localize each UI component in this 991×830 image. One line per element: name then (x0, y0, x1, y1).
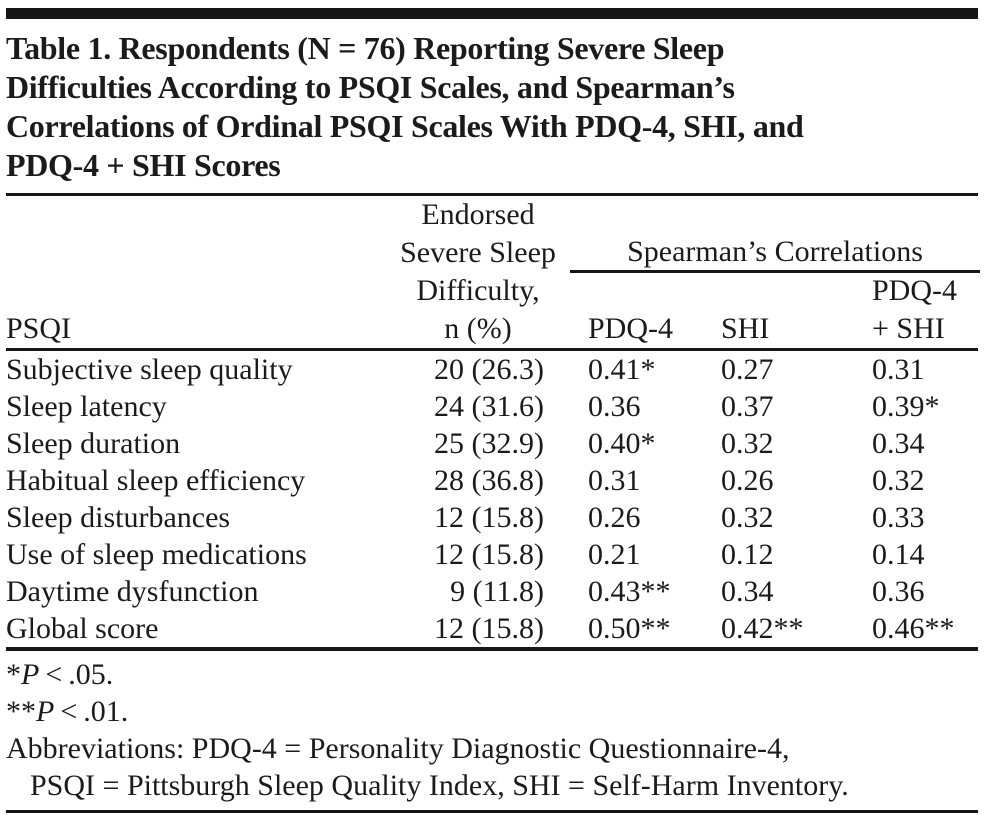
n-percent-value: 12 (15.8) (434, 538, 544, 571)
pdq4-cell: 0.31 (588, 464, 641, 497)
top-rule-bar (6, 8, 978, 19)
n-percent-cell: 12 (15.8) (390, 499, 566, 536)
shi-cell: 0.32 (721, 427, 774, 460)
rule-under-body (6, 647, 978, 651)
p-symbol: P (36, 695, 55, 728)
column-header-pdq4: PDQ-4 (588, 312, 674, 345)
n-header-line: n (%) (444, 312, 512, 345)
abbreviations-line: PSQI = Pittsburgh Sleep Quality Index, S… (30, 769, 849, 802)
table-row: Sleep duration 25 (32.9) 0.40* 0.32 0.34 (6, 425, 980, 462)
table-row: Global score 12 (15.8) 0.50** 0.42** 0.4… (6, 610, 980, 647)
row-label: Habitual sleep efficiency (6, 464, 306, 497)
pdq4-plus-shi-cell: 0.36 (872, 575, 925, 608)
column-header-psqi: PSQI (6, 312, 72, 345)
n-header-line: Endorsed (421, 198, 535, 231)
n-percent-value: 20 (26.3) (434, 353, 544, 386)
bottom-rule (6, 810, 978, 813)
column-header-pdq4-plus-shi: PDQ-4 + SHI (851, 272, 980, 348)
pdq4-cell: 0.40* (588, 427, 656, 460)
significance-note-p01: **P < .01. (6, 693, 980, 730)
pdq4-cell: 0.50** (588, 612, 671, 645)
n-percent-cell: 9 (11.8) (390, 573, 566, 610)
row-label: Sleep disturbances (6, 501, 231, 534)
table-row: Sleep latency 24 (31.6) 0.36 0.37 0.39* (6, 388, 980, 425)
row-label: Sleep latency (6, 390, 167, 423)
table-row: Subjective sleep quality 20 (26.3) 0.41*… (6, 351, 980, 388)
pdq4-cell: 0.21 (588, 538, 641, 571)
pdq4-cell: 0.41* (588, 353, 656, 386)
pdq4-plus-shi-cell: 0.14 (872, 538, 925, 571)
row-label: Sleep duration (6, 427, 181, 460)
pdq4-plus-shi-cell: 0.33 (872, 501, 925, 534)
row-label: Use of sleep medications (6, 538, 307, 571)
row-label: Subjective sleep quality (6, 353, 293, 386)
n-header-line: Severe Sleep (400, 236, 556, 269)
column-header-shi: SHI (721, 312, 770, 345)
table-body: Subjective sleep quality 20 (26.3) 0.41*… (6, 351, 980, 647)
spearman-correlations-spanner: Spearman’s Correlations (570, 236, 980, 273)
shi-cell: 0.12 (721, 538, 774, 571)
table-header: PSQI Endorsed Severe Sleep Difficulty, n… (6, 196, 980, 348)
row-label: Daytime dysfunction (6, 575, 259, 608)
row-label: Global score (6, 612, 159, 645)
table-row: Daytime dysfunction 9 (11.8) 0.43** 0.34… (6, 573, 980, 610)
n-percent-value: 9 (11.8) (450, 575, 544, 608)
n-percent-cell: 20 (26.3) (390, 351, 566, 388)
title-line: Correlations of Ordinal PSQI Scales With… (6, 108, 804, 144)
n-percent-value: 25 (32.9) (434, 427, 544, 460)
shi-cell: 0.32 (721, 501, 774, 534)
title-line: PDQ-4 + SHI Scores (6, 147, 281, 183)
title-line: Difficulties According to PSQI Scales, a… (6, 69, 735, 105)
pdq4-plus-shi-cell: 0.46** (872, 612, 955, 645)
n-percent-cell: 25 (32.9) (390, 425, 566, 462)
table-footnotes: *P < .05. **P < .01. Abbreviations: PDQ-… (6, 656, 980, 804)
column-header-n-percent: Endorsed Severe Sleep Difficulty, n (%) (390, 196, 566, 348)
significance-note-p05: *P < .05. (6, 656, 980, 693)
pdq4-plus-shi-cell: 0.32 (872, 464, 925, 497)
abbreviations-line: Abbreviations: PDQ-4 = Personality Diagn… (6, 732, 790, 765)
pdq4-plus-shi-cell: 0.34 (872, 427, 925, 460)
table-row: Sleep disturbances 12 (15.8) 0.26 0.32 0… (6, 499, 980, 536)
table-title: Table 1. Respondents (N = 76) Reporting … (6, 29, 980, 185)
shi-cell: 0.27 (721, 353, 774, 386)
asterisk-marker: * (6, 658, 21, 691)
n-percent-cell: 12 (15.8) (390, 536, 566, 573)
asterisk-marker: ** (6, 695, 36, 728)
pdq4-cell: 0.36 (588, 390, 641, 423)
rule-under-title (6, 193, 978, 196)
title-line: Table 1. Respondents (N = 76) Reporting … (6, 30, 725, 66)
n-percent-cell: 28 (36.8) (390, 462, 566, 499)
n-percent-value: 28 (36.8) (434, 464, 544, 497)
combo-header-line: PDQ-4 (872, 274, 958, 307)
pdq4-plus-shi-cell: 0.31 (872, 353, 925, 386)
shi-cell: 0.34 (721, 575, 774, 608)
pdq4-cell: 0.26 (588, 501, 641, 534)
table-row: Habitual sleep efficiency 28 (36.8) 0.31… (6, 462, 980, 499)
p-threshold: < .01. (54, 695, 129, 728)
n-percent-value: 12 (15.8) (434, 612, 544, 645)
n-percent-value: 24 (31.6) (434, 390, 544, 423)
n-header-line: Difficulty, (416, 274, 540, 307)
p-threshold: < .05. (39, 658, 114, 691)
rule-under-header (6, 348, 978, 351)
shi-cell: 0.37 (721, 390, 774, 423)
n-percent-cell: 12 (15.8) (390, 610, 566, 647)
n-percent-value: 12 (15.8) (434, 501, 544, 534)
pdq4-cell: 0.43** (588, 575, 671, 608)
combo-header-line: + SHI (872, 312, 945, 345)
shi-cell: 0.26 (721, 464, 774, 497)
shi-cell: 0.42** (721, 612, 804, 645)
n-percent-cell: 24 (31.6) (390, 388, 566, 425)
p-symbol: P (21, 658, 40, 691)
table-row: Use of sleep medications 12 (15.8) 0.21 … (6, 536, 980, 573)
pdq4-plus-shi-cell: 0.39* (872, 390, 940, 423)
